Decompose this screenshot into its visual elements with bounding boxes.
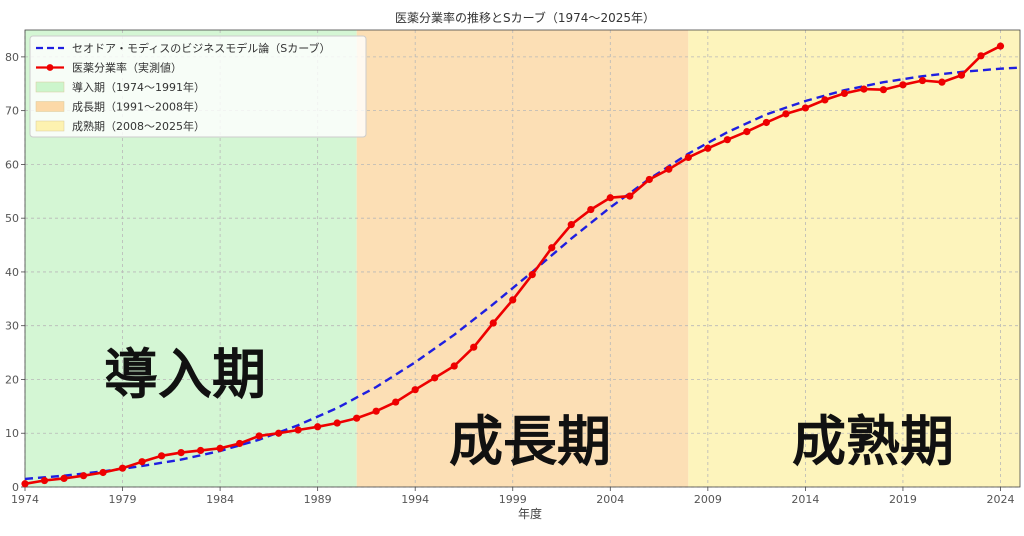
- data-point-1-22: [450, 362, 458, 370]
- data-point-1-13: [275, 429, 283, 437]
- y-tick-label-3: 30: [5, 320, 19, 333]
- data-point-1-14: [294, 426, 302, 434]
- data-point-1-39: [782, 110, 790, 118]
- data-point-1-9: [196, 446, 205, 455]
- data-point-1-34: [684, 153, 692, 162]
- legend-phase-0-swatch: [35, 81, 65, 93]
- data-point-1-28: [567, 221, 575, 229]
- data-point-1-26: [528, 271, 536, 279]
- data-point-1-47: [938, 78, 946, 86]
- y-tick-label-4: 40: [5, 266, 19, 279]
- data-point-1-27: [548, 244, 556, 252]
- data-point-1-48: [957, 71, 966, 79]
- y-tick-label-0: 0: [12, 481, 19, 494]
- legend-series-0-label: セオドア・モディスのビジネスモデル論（Sカーブ）: [72, 41, 331, 55]
- legend-phase-1-swatch: [35, 101, 65, 112]
- phase-band-1: [356, 30, 689, 487]
- axes: 0 10 20 30 40 50 60 70 80 1974 1979 1984 1989 1994 199…: [5, 29, 1021, 506]
- y-tick-label-5: 50: [5, 212, 19, 225]
- x-tick-label-0: 1974: [11, 493, 39, 506]
- data-point-1-2: [60, 474, 68, 482]
- phase-label-1: 成長期: [449, 410, 611, 473]
- data-point-1-8: [177, 448, 185, 457]
- legend-series-1-label: 医薬分業率（実測値）: [72, 61, 182, 75]
- data-point-1-0: [21, 480, 29, 488]
- phase-label-2: 成熟期: [792, 410, 954, 473]
- y-tick-label-2: 20: [5, 373, 19, 386]
- data-point-1-10: [216, 444, 224, 452]
- x-tick-label-8: 2014: [791, 493, 819, 506]
- data-point-1-37: [743, 128, 751, 136]
- legend-series-1-marker: [46, 64, 54, 71]
- data-point-1-11: [236, 439, 244, 448]
- data-point-1-33: [665, 165, 673, 173]
- x-axis-label: 年度: [518, 506, 542, 521]
- x-tick-label-10: 2024: [986, 493, 1014, 506]
- data-point-1-46: [918, 76, 927, 85]
- data-point-1-23: [470, 343, 478, 351]
- phase-label-0: 導入期: [104, 343, 266, 406]
- chart-title: 医薬分業率の推移とSカーブ（1974〜2025年）: [395, 10, 655, 25]
- data-point-1-29: [587, 205, 595, 214]
- data-point-1-32: [645, 175, 653, 184]
- data-point-1-36: [723, 136, 731, 144]
- y-tick-label-6: 60: [5, 158, 19, 171]
- data-point-1-50: [996, 42, 1005, 50]
- data-point-1-5: [118, 464, 127, 472]
- x-tick-label-9: 2019: [889, 493, 917, 506]
- data-point-1-30: [606, 194, 614, 202]
- legend-phase-2-label: 成熟期（2008〜2025年）: [72, 119, 205, 133]
- data-point-1-4: [99, 468, 107, 477]
- data-point-1-19: [392, 398, 400, 406]
- data-point-1-15: [314, 423, 322, 431]
- x-tick-label-3: 1989: [304, 493, 332, 506]
- phase-band-2: [688, 30, 1020, 487]
- x-tick-label-4: 1994: [401, 493, 429, 506]
- data-point-1-43: [860, 85, 868, 93]
- data-point-1-6: [138, 458, 146, 466]
- y-tick-label-7: 70: [5, 105, 19, 118]
- legend: セオドア・モディスのビジネスモデル論（Sカーブ） 医薬分業率（実測値） 導入期（19…: [29, 35, 367, 138]
- legend-box: [29, 35, 367, 138]
- data-point-1-16: [333, 419, 341, 427]
- data-point-1-40: [801, 104, 809, 112]
- data-point-1-44: [879, 86, 888, 94]
- data-point-1-21: [431, 374, 439, 382]
- legend-phase-2-swatch: [35, 120, 65, 132]
- data-point-1-24: [489, 319, 497, 327]
- y-tick-label-8: 80: [5, 51, 19, 64]
- data-point-1-12: [255, 432, 263, 440]
- data-point-1-17: [353, 414, 361, 422]
- data-point-1-35: [704, 144, 712, 152]
- data-point-1-41: [821, 96, 829, 104]
- y-tick-label-1: 10: [5, 427, 19, 440]
- plot-frame: [24, 29, 1021, 488]
- x-tick-label-5: 1999: [499, 493, 527, 506]
- data-point-1-7: [157, 452, 166, 460]
- data-point-1-45: [899, 81, 907, 89]
- data-point-1-38: [762, 118, 770, 127]
- data-point-1-25: [509, 296, 517, 304]
- data-point-1-42: [840, 89, 849, 98]
- data-point-1-49: [977, 52, 985, 60]
- legend-phase-1-label: 成長期（1991〜2008年）: [72, 100, 205, 114]
- data-point-1-20: [411, 386, 419, 394]
- data-point-1-1: [40, 476, 49, 485]
- x-tick-label-2: 1984: [206, 493, 234, 506]
- x-tick-label-6: 2004: [596, 493, 624, 506]
- x-tick-label-1: 1979: [109, 493, 137, 506]
- x-tick-label-7: 2009: [694, 493, 722, 506]
- series-layer: [21, 42, 1021, 488]
- data-point-1-31: [626, 192, 634, 200]
- data-point-1-3: [79, 472, 88, 480]
- data-point-1-18: [372, 407, 380, 415]
- legend-phase-0-label: 導入期（1974〜1991年）: [72, 80, 205, 94]
